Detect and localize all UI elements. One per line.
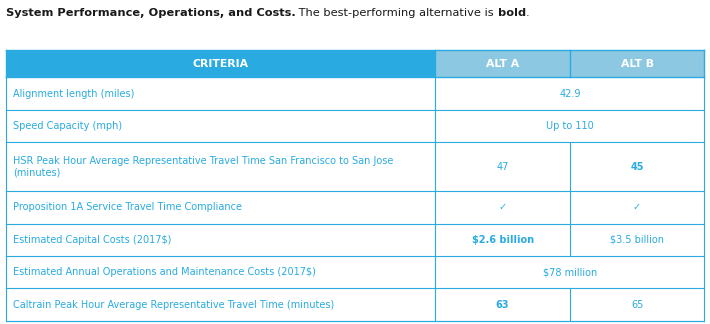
Bar bbox=[6, 256, 704, 288]
Text: Speed Capacity (mph): Speed Capacity (mph) bbox=[13, 121, 122, 131]
Text: $3.5 billion: $3.5 billion bbox=[610, 235, 664, 245]
Bar bbox=[435, 50, 570, 77]
Text: $78 million: $78 million bbox=[542, 267, 597, 277]
Text: .: . bbox=[526, 8, 530, 18]
Bar bbox=[6, 224, 704, 256]
Text: ALT B: ALT B bbox=[621, 59, 654, 69]
Text: ✓: ✓ bbox=[633, 202, 641, 212]
Text: The best-performing alternative is: The best-performing alternative is bbox=[295, 8, 498, 18]
Text: 63: 63 bbox=[496, 300, 509, 309]
Bar bbox=[6, 110, 704, 142]
Bar bbox=[6, 50, 435, 77]
Text: 42.9: 42.9 bbox=[559, 88, 581, 98]
Bar bbox=[570, 50, 704, 77]
Text: Estimated Annual Operations and Maintenance Costs (2017$): Estimated Annual Operations and Maintena… bbox=[13, 267, 316, 277]
Text: CRITERIA: CRITERIA bbox=[192, 59, 248, 69]
Text: 45: 45 bbox=[630, 162, 644, 172]
Text: Proposition 1A Service Travel Time Compliance: Proposition 1A Service Travel Time Compl… bbox=[13, 202, 242, 212]
Text: bold: bold bbox=[498, 8, 526, 18]
Text: 47: 47 bbox=[496, 162, 509, 172]
Text: ALT A: ALT A bbox=[486, 59, 519, 69]
Bar bbox=[6, 191, 704, 224]
Text: System Performance, Operations, and Costs.: System Performance, Operations, and Cost… bbox=[6, 8, 295, 18]
Text: $2.6 billion: $2.6 billion bbox=[471, 235, 534, 245]
Text: Alignment length (miles): Alignment length (miles) bbox=[13, 88, 134, 98]
Text: ✓: ✓ bbox=[498, 202, 507, 212]
Text: 65: 65 bbox=[631, 300, 643, 309]
Bar bbox=[6, 288, 704, 321]
Bar bbox=[6, 142, 704, 191]
Text: Up to 110: Up to 110 bbox=[546, 121, 594, 131]
Text: Caltrain Peak Hour Average Representative Travel Time (minutes): Caltrain Peak Hour Average Representativ… bbox=[13, 300, 334, 309]
Text: HSR Peak Hour Average Representative Travel Time San Francisco to San Jose
(minu: HSR Peak Hour Average Representative Tra… bbox=[13, 156, 393, 178]
Bar bbox=[6, 77, 704, 110]
Text: Estimated Capital Costs (2017$): Estimated Capital Costs (2017$) bbox=[13, 235, 171, 245]
